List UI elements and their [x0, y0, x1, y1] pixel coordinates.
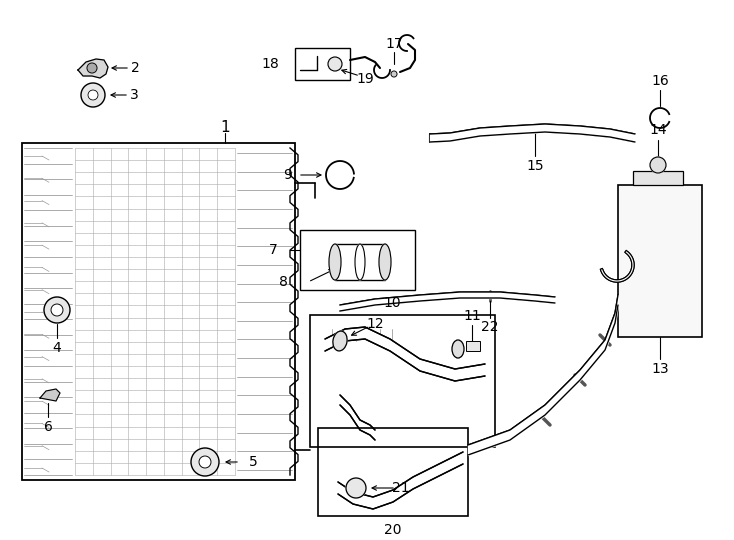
Circle shape — [81, 83, 105, 107]
Text: 6: 6 — [43, 420, 52, 434]
Circle shape — [87, 63, 97, 73]
Text: 11: 11 — [463, 309, 481, 323]
Bar — [633, 171, 683, 185]
Text: 17: 17 — [385, 37, 403, 51]
Text: 14: 14 — [649, 123, 666, 137]
Bar — [295, 48, 350, 80]
Circle shape — [51, 304, 63, 316]
Bar — [22, 143, 295, 480]
Circle shape — [44, 297, 70, 323]
Circle shape — [199, 456, 211, 468]
Circle shape — [88, 90, 98, 100]
Text: 10: 10 — [383, 296, 401, 310]
Text: 8: 8 — [279, 275, 288, 289]
Text: 3: 3 — [130, 88, 139, 102]
Ellipse shape — [355, 244, 365, 280]
Text: 22: 22 — [482, 320, 498, 334]
Text: 7: 7 — [269, 243, 278, 257]
Circle shape — [191, 448, 219, 476]
Ellipse shape — [379, 244, 391, 280]
Ellipse shape — [329, 244, 341, 280]
Text: 13: 13 — [651, 362, 669, 376]
Text: 9: 9 — [283, 168, 292, 182]
Text: 21: 21 — [392, 481, 410, 495]
Text: 20: 20 — [385, 523, 401, 537]
Text: 15: 15 — [526, 159, 544, 173]
Text: 19: 19 — [356, 72, 374, 86]
Text: 4: 4 — [53, 341, 62, 355]
Bar — [310, 315, 495, 447]
Ellipse shape — [452, 340, 464, 358]
Bar — [300, 230, 415, 290]
Circle shape — [346, 478, 366, 498]
Text: 1: 1 — [220, 120, 230, 136]
Text: 12: 12 — [366, 317, 384, 331]
Polygon shape — [40, 389, 60, 401]
Bar — [618, 185, 702, 337]
Text: 2: 2 — [131, 61, 139, 75]
Bar — [466, 341, 480, 351]
Text: 16: 16 — [651, 74, 669, 88]
Circle shape — [650, 157, 666, 173]
Bar — [318, 428, 468, 516]
Circle shape — [391, 71, 397, 77]
Text: 18: 18 — [261, 57, 279, 71]
Ellipse shape — [333, 331, 347, 351]
Text: 5: 5 — [249, 455, 258, 469]
Circle shape — [328, 57, 342, 71]
Polygon shape — [78, 59, 108, 78]
